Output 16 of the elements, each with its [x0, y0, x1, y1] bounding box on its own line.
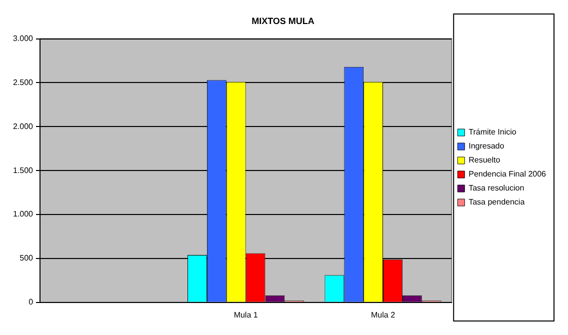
- x-tick-label: Mula 2: [371, 310, 396, 320]
- y-tick-label: 1.500: [12, 166, 34, 175]
- x-tick-label: Mula 1: [234, 310, 258, 320]
- y-tick-label: 500: [20, 254, 34, 263]
- chart-title: MIXTOS MULA: [252, 16, 315, 26]
- legend-label: Pendencia Final 2006: [468, 170, 547, 179]
- y-tick-label: 0: [28, 298, 34, 307]
- legend-label: Trámite Inicio: [468, 128, 517, 137]
- y-tick-label: 3.000: [12, 34, 34, 44]
- y-tick-label: 2.000: [12, 122, 34, 131]
- legend-label: Tasa resolucion: [468, 184, 524, 193]
- y-tick-label: 2.500: [12, 78, 34, 87]
- legend-label: Tasa pendencia: [468, 198, 526, 207]
- legend-label: Resuelto: [468, 156, 501, 165]
- legend-label: Ingresado: [468, 142, 505, 151]
- y-tick-label: 1.000: [12, 210, 34, 219]
